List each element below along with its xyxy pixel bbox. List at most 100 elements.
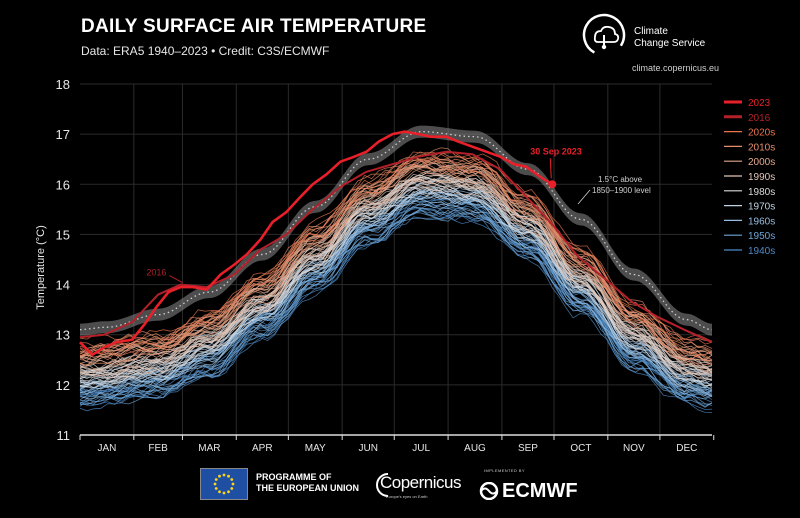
historical-year-line (79, 166, 713, 371)
legend-label: 2016 (748, 113, 771, 124)
y-tick-label: 16 (56, 177, 70, 192)
x-axis-ticks: JAN FEB MAR APR MAY JUN JUL AUG SEP OCT NOV DEC (79, 435, 715, 454)
y-tick-label: 15 (56, 227, 70, 242)
historical-year-line (79, 179, 713, 381)
ecmwf-name: ECMWF (502, 480, 578, 502)
legend-label: 2000s (748, 157, 775, 168)
annotation-2016: 2016 (146, 268, 166, 278)
threshold-label-leader (577, 189, 591, 205)
c3s-brand[interactable]: Climate Change Service climate.copernicu… (582, 13, 792, 73)
historical-year-line (79, 195, 713, 389)
x-tick-label: SEP (518, 443, 538, 454)
historical-year-line (79, 151, 713, 342)
ecmwf-mark-icon (479, 482, 499, 500)
eu-star (230, 487, 234, 490)
annotation-leader-2016 (169, 275, 183, 283)
brand-url[interactable]: climate.copernicus.eu (632, 63, 720, 73)
historical-year-line (79, 188, 713, 391)
y-axis-label: Temperature (°C) (35, 225, 47, 309)
historical-year-line (79, 158, 713, 357)
climate-service-logo-icon (582, 13, 626, 57)
y-tick-label: 14 (56, 278, 70, 293)
eu-star (222, 491, 226, 495)
brand-name-line1: Climate (634, 26, 668, 37)
legend: 2023 2016 2020s 2010s 2000s 1990s 1980s 1970s 19… (724, 98, 775, 257)
historical-year-line (79, 183, 713, 384)
threshold-label: 1.5°C above 1850–1900 level (577, 175, 651, 205)
x-tick-label: AUG (464, 443, 486, 454)
historical-year-line (79, 177, 713, 376)
eu-star (218, 490, 221, 494)
legend-label: 1980s (748, 187, 775, 198)
historical-year-line (79, 175, 713, 379)
copernicus-arc-icon (376, 473, 389, 497)
copernicus-name: Copernicus (380, 473, 462, 492)
y-tick-label: 12 (56, 378, 70, 393)
eu-star (231, 482, 235, 486)
historical-year-line (79, 178, 713, 375)
x-tick-label: JAN (97, 443, 116, 454)
eu-star (218, 474, 221, 478)
x-tick-label: FEB (148, 443, 168, 454)
x-tick-label: MAY (305, 443, 326, 454)
historical-year-line (79, 204, 713, 398)
x-tick-label: MAR (198, 443, 220, 454)
legend-label: 1990s (748, 172, 775, 183)
brand-name-line2: Change Service (634, 38, 706, 49)
y-tick-label: 18 (56, 77, 70, 92)
x-tick-label: OCT (570, 443, 591, 454)
historical-year-line (79, 153, 713, 354)
y-tick-label: 13 (56, 328, 70, 343)
eu-star (227, 474, 230, 478)
endpoint-marker-2023 (548, 180, 557, 189)
historical-year-line (79, 159, 713, 361)
historical-year-line (79, 208, 713, 406)
annotation-2023: 30 Sep 2023 (530, 146, 582, 156)
eu-flag-icon (200, 468, 248, 500)
eu-star (214, 478, 218, 481)
x-tick-label: JUL (412, 443, 430, 454)
threshold-band (80, 125, 712, 336)
legend-label: 1950s (748, 231, 775, 242)
brand-name: Climate Change Service (634, 26, 744, 50)
x-tick-label: APR (252, 443, 273, 454)
chart-subtitle: Data: ERA5 1940–2023 • Credit: C3S/ECMWF (81, 44, 330, 58)
series-2016: 2016 (79, 150, 713, 344)
x-tick-label: DEC (676, 443, 697, 454)
legend-label: 2020s (748, 128, 775, 139)
programme-line2: THE EUROPEAN UNION (256, 483, 360, 493)
historical-year-line (79, 199, 713, 399)
legend-label: 1940s (748, 246, 775, 257)
historical-year-line (79, 208, 713, 413)
historical-year-line (79, 177, 713, 375)
chart-title: DAILY SURFACE AIR TEMPERATURE (81, 16, 427, 37)
y-tick-label: 11 (57, 428, 71, 443)
temperature-chart: 2016 30 Sep 2023 1.5°C above 1850–1900 leve… (35, 77, 775, 454)
historical-year-line (79, 159, 713, 364)
legend-label: 1970s (748, 202, 775, 213)
y-axis-ticks: 11 12 13 14 15 16 17 18 (56, 77, 70, 443)
threshold-label-line1: 1.5°C above (598, 175, 643, 184)
ecmwf-logo: IMPLEMENTED BY ECMWF (476, 468, 606, 508)
eu-star (214, 487, 218, 490)
eu-star (213, 482, 217, 486)
annotation-leader-2023 (549, 158, 552, 179)
eu-programme-text: PROGRAMME OF THE EUROPEAN UNION (256, 472, 376, 494)
series-line-2023 (79, 130, 553, 357)
footer-logos: PROGRAMME OF THE EUROPEAN UNION Copernic… (0, 460, 800, 518)
eu-stars-icon (213, 473, 235, 495)
implemented-by-label: IMPLEMENTED BY (484, 468, 525, 473)
threshold-dotted-line (79, 131, 713, 331)
legend-label: 2023 (748, 98, 771, 109)
eu-star (222, 473, 226, 477)
x-tick-label: NOV (623, 443, 645, 454)
threshold-label-line2: 1850–1900 level (592, 186, 651, 195)
historical-year-line (79, 165, 713, 367)
historical-year-lines (79, 147, 713, 413)
eu-star (230, 478, 234, 481)
legend-label: 2010s (748, 142, 775, 153)
legend-label: 1960s (748, 216, 775, 227)
y-tick-label: 17 (56, 127, 70, 142)
programme-line1: PROGRAMME OF (256, 472, 332, 482)
x-tick-label: JUN (358, 443, 377, 454)
